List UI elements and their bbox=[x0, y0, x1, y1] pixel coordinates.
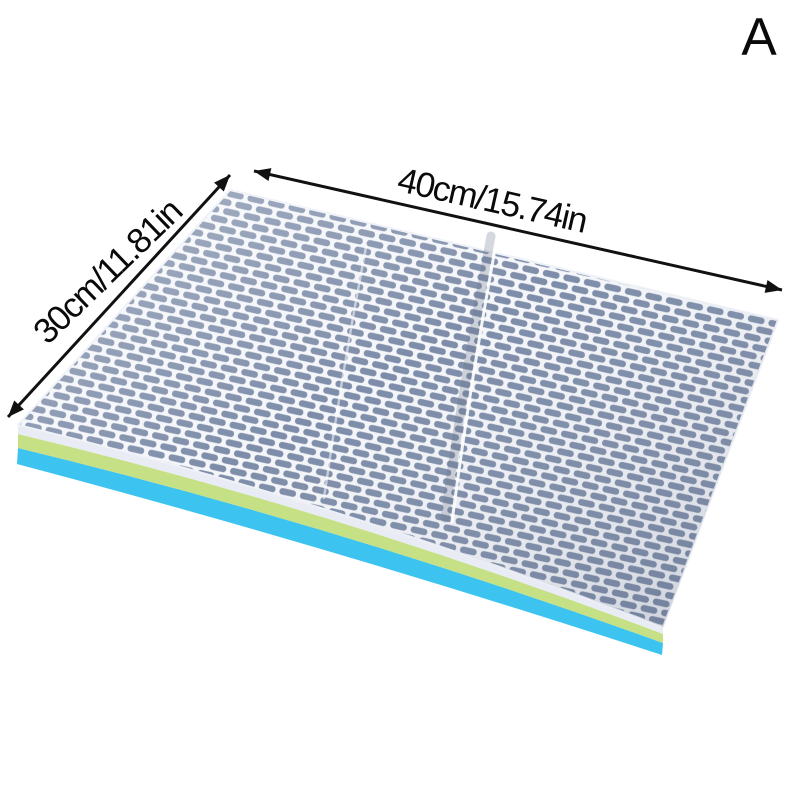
mat-layer-green-foam bbox=[18, 434, 663, 643]
depth-dimension-arrow bbox=[6, 173, 232, 419]
variant-letter: A bbox=[741, 7, 777, 67]
mat-layer-blue-foam bbox=[17, 448, 663, 655]
width-dimension-arrow bbox=[253, 168, 783, 293]
mat-layer-edge-band bbox=[18, 425, 663, 634]
